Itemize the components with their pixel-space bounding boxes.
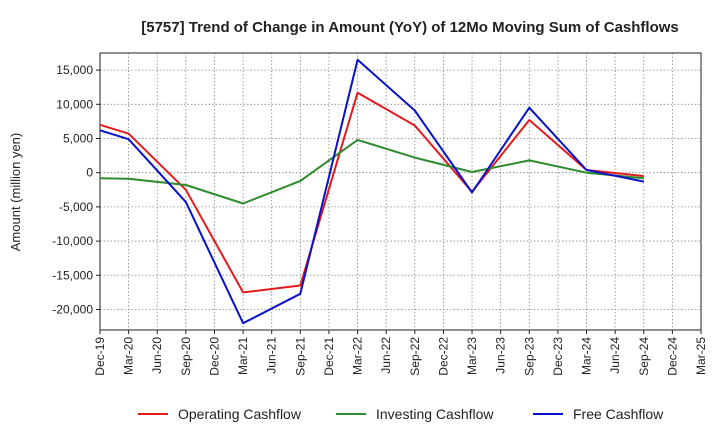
x-tick-label: Dec-21 bbox=[322, 337, 336, 376]
x-tick-label: Mar-25 bbox=[694, 337, 708, 375]
y-tick-label: 15,000 bbox=[56, 63, 93, 77]
x-tick-label: Sep-21 bbox=[293, 337, 307, 376]
grid-lines bbox=[100, 53, 701, 330]
y-tick-label: -10,000 bbox=[52, 234, 93, 248]
series-line-operating-cashflow bbox=[99, 91, 644, 294]
x-tick-label: Mar-24 bbox=[580, 337, 594, 375]
x-tick-label: Jun-20 bbox=[150, 337, 164, 374]
x-tick-label: Sep-24 bbox=[637, 337, 651, 376]
y-axis-label: Amount (million yen) bbox=[8, 133, 23, 252]
y-tick-label: -20,000 bbox=[52, 302, 93, 316]
y-tick-label: 10,000 bbox=[56, 97, 93, 111]
x-tick-label: Jun-22 bbox=[379, 337, 393, 374]
x-axis-ticks: Dec-19 Mar-20 Jun-20 Sep-20 Dec-20 Mar-21 Jun-… bbox=[93, 330, 708, 376]
x-tick-label: Dec-23 bbox=[551, 337, 565, 376]
y-axis-ticks: 15,000 10,000 5,000 0 -5,000 -10,000 -15,000 -2… bbox=[52, 63, 100, 316]
data-series bbox=[99, 58, 644, 325]
x-tick-label: Dec-24 bbox=[665, 337, 679, 376]
y-tick-label: -5,000 bbox=[59, 200, 93, 214]
x-tick-label: Mar-23 bbox=[465, 337, 479, 375]
plot-frame bbox=[99, 52, 702, 331]
plot-area bbox=[100, 53, 701, 330]
x-tick-label: Sep-22 bbox=[408, 337, 422, 376]
series-line-free-cashflow bbox=[99, 58, 644, 325]
legend: Operating Cashflow Investing Cashflow Free… bbox=[138, 406, 664, 422]
legend-label-free-cashflow: Free Cashflow bbox=[573, 406, 664, 422]
x-tick-label: Jun-23 bbox=[494, 337, 508, 374]
y-tick-label: -15,000 bbox=[52, 268, 93, 282]
y-tick-label: 0 bbox=[86, 166, 93, 180]
x-tick-label: Mar-20 bbox=[122, 337, 136, 375]
series-line-investing-cashflow bbox=[99, 138, 644, 205]
legend-label-investing-cashflow: Investing Cashflow bbox=[376, 406, 494, 422]
x-tick-label: Dec-20 bbox=[207, 337, 221, 376]
x-tick-label: Dec-19 bbox=[93, 337, 107, 376]
x-tick-label: Dec-22 bbox=[436, 337, 450, 376]
x-tick-label: Mar-21 bbox=[236, 337, 250, 375]
x-tick-label: Sep-23 bbox=[522, 337, 536, 376]
chart-title: [5757] Trend of Change in Amount (YoY) o… bbox=[141, 19, 679, 36]
y-tick-label: 5,000 bbox=[63, 131, 93, 145]
x-tick-label: Jun-24 bbox=[608, 337, 622, 374]
x-tick-label: Jun-21 bbox=[265, 337, 279, 374]
x-tick-label: Mar-22 bbox=[351, 337, 365, 375]
x-tick-label: Sep-20 bbox=[179, 337, 193, 376]
legend-label-operating-cashflow: Operating Cashflow bbox=[178, 406, 302, 422]
